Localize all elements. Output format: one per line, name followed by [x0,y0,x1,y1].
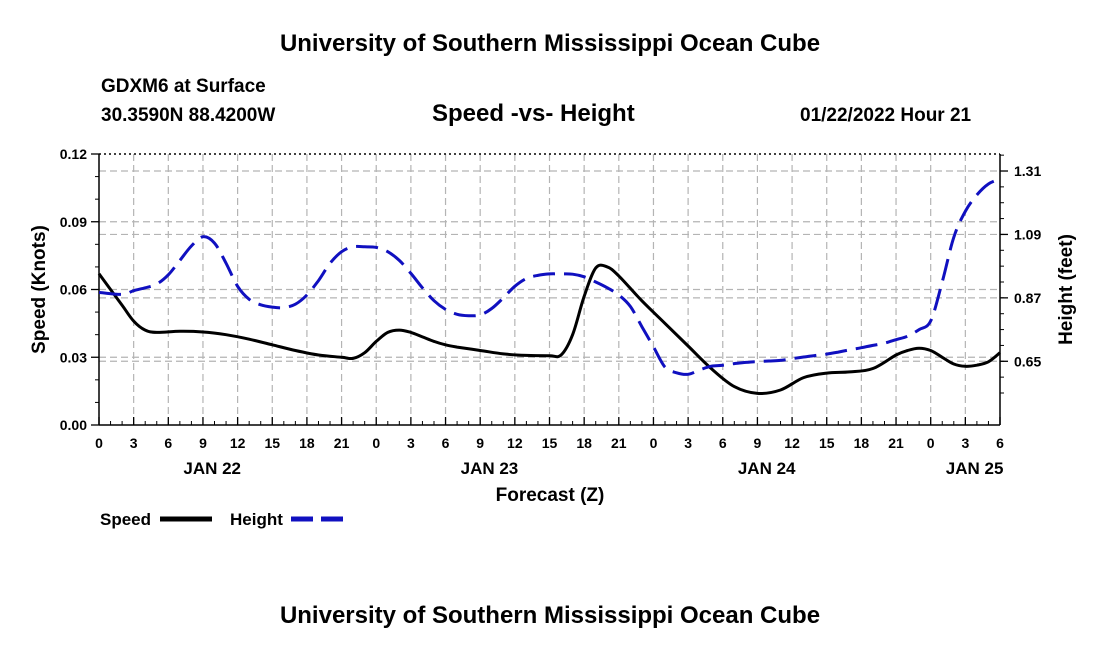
x-axis-title: Forecast (Z) [496,485,605,506]
chart-title: Speed -vs- Height [432,100,635,127]
speed-series-line [97,263,1001,396]
legend-speed-label: Speed [100,510,151,529]
x-tick-label: 0 [372,435,380,451]
x-tick-label: 0 [927,435,935,451]
x-tick-label: 18 [299,435,315,451]
x-tick-label: 6 [719,435,727,451]
station-name: GDXM6 at Surface [101,76,266,97]
y-axis-title: Speed (Knots) [29,225,50,354]
x-tick-label: 21 [334,435,350,451]
forecast-date: 01/22/2022 Hour 21 [800,105,972,126]
x-tick-label: 15 [819,435,835,451]
x-tick-label: 0 [95,435,103,451]
y-right-tick-label: 1.31 [1014,163,1041,179]
x-tick-label: 18 [576,435,592,451]
y-right-axis-title: Height (feet) [1056,234,1077,345]
x-tick-label: 12 [230,435,246,451]
y-tick-label: 0.12 [60,146,87,162]
date-label: JAN 24 [738,459,796,478]
x-tick-label: 9 [199,435,207,451]
height-series-line [98,177,1001,376]
x-tick-label: 0 [650,435,658,451]
y-right-tick-label: 1.09 [1014,226,1041,242]
y-tick-label: 0.09 [60,214,87,230]
date-label: JAN 23 [461,459,519,478]
y-tick-label: 0.03 [60,349,87,365]
station-coords: 30.3590N 88.4200W [101,105,276,126]
x-tick-label: 12 [507,435,523,451]
x-tick-label: 6 [164,435,172,451]
x-tick-label: 18 [854,435,870,451]
x-tick-label: 6 [996,435,1004,451]
x-tick-label: 21 [888,435,904,451]
x-tick-label: 6 [442,435,450,451]
x-tick-label: 12 [784,435,800,451]
x-tick-label: 9 [754,435,762,451]
y-right-tick-label: 0.65 [1014,353,1041,369]
x-tick-label: 21 [611,435,627,451]
x-tick-label: 3 [961,435,969,451]
page-title: University of Southern Mississippi Ocean… [279,30,821,57]
x-tick-label: 3 [684,435,692,451]
y-tick-label: 0.00 [60,417,87,433]
x-tick-label: 3 [130,435,138,451]
x-tick-label: 9 [476,435,484,451]
x-tick-label: 15 [264,435,280,451]
x-tick-label: 3 [407,435,415,451]
legend-height-label: Height [230,510,283,529]
date-label: JAN 25 [946,459,1004,478]
y-tick-label: 0.06 [60,282,87,298]
y-right-tick-label: 0.87 [1014,290,1041,306]
footer-title: University of Southern Mississippi Ocean… [279,602,821,629]
date-label: JAN 22 [183,459,241,478]
x-tick-label: 15 [542,435,558,451]
